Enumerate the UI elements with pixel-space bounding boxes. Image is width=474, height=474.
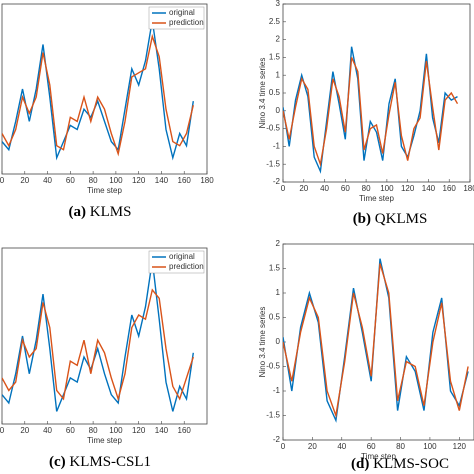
series-line <box>2 288 194 402</box>
series-group <box>2 20 194 161</box>
y-tick-label: 2.5 <box>269 17 281 26</box>
x-tick-label: 80 <box>89 426 98 435</box>
caption-label: (b) <box>353 211 371 227</box>
x-tick-label: 160 <box>178 176 192 185</box>
x-tick-label: 20 <box>20 176 29 185</box>
series-group <box>283 46 459 174</box>
x-tick-label: 0 <box>281 442 286 451</box>
chart-panel: 0 20 40 60 80 100 120 -2 -1.5 -1 -0.5 0 0.5 1 1.5 2 Time… <box>258 239 474 472</box>
legend-label: original <box>169 8 195 17</box>
x-tick-label: 20 <box>299 184 308 193</box>
y-tick-label: -1 <box>273 142 281 151</box>
y-tick-label: 2 <box>276 35 281 44</box>
x-tick-label: 40 <box>43 176 52 185</box>
x-tick-label: 120 <box>132 176 146 185</box>
y-tick-label: -1.5 <box>266 159 280 168</box>
x-tick-label: 160 <box>178 426 192 435</box>
caption: (d) KLMS-SOC <box>351 456 449 472</box>
x-tick-label: 140 <box>155 426 169 435</box>
x-tick-label: 80 <box>362 184 371 193</box>
plot-frame <box>1 3 208 175</box>
x-tick-label: 120 <box>401 184 415 193</box>
x-tick-label: 140 <box>155 176 169 185</box>
y-tick-label: 0 <box>276 106 281 115</box>
series-line <box>283 57 459 167</box>
legend-label: prediction <box>169 262 204 271</box>
y-tick-label: 1.5 <box>269 264 281 273</box>
series-line <box>2 33 194 157</box>
x-tick-label: 60 <box>66 426 75 435</box>
y-tick-label: -2 <box>273 177 281 186</box>
x-tick-label: 20 <box>308 442 317 451</box>
x-axis-label: Time step <box>87 436 122 445</box>
x-tick-label: 140 <box>422 184 436 193</box>
caption-text: QKLMS <box>375 211 428 227</box>
x-tick-label: 40 <box>337 442 346 451</box>
y-axis-label: Nino 3.4 time series <box>258 58 267 129</box>
chart-panel: 0 20 40 60 80 100 120 140 160 180 Time step origina… <box>0 3 214 220</box>
caption-text: KLMS-CSL1 <box>69 454 151 470</box>
x-tick-label: 40 <box>320 184 329 193</box>
x-axis-label: Time step <box>87 186 122 195</box>
chart-panel: 0 20 40 60 80 100 120 140 160 180 -2 -1.5 -1 -0.5 0 0.5… <box>258 0 474 227</box>
caption-label: (d) <box>351 456 369 472</box>
y-tick-label: 1.5 <box>269 53 281 62</box>
caption-text: KLMS-SOC <box>373 456 449 472</box>
x-tick-label: 0 <box>0 426 5 435</box>
x-tick-label: 80 <box>396 442 405 451</box>
x-tick-label: 60 <box>66 176 75 185</box>
x-tick-label: 60 <box>367 442 376 451</box>
x-tick-label: 100 <box>109 176 123 185</box>
caption: (c) KLMS-CSL1 <box>49 454 151 470</box>
x-tick-label: 180 <box>463 184 474 193</box>
legend-label: original <box>169 252 195 261</box>
chart-panel: 0 20 40 60 80 100 120 140 160 Time step originalpr… <box>0 247 208 470</box>
y-tick-label: -2 <box>273 435 281 444</box>
caption-label: (c) <box>49 454 66 470</box>
x-tick-label: 100 <box>109 426 123 435</box>
y-tick-label: 1 <box>276 288 281 297</box>
x-axis-label: Time step <box>361 452 396 461</box>
y-tick-label: 2 <box>276 239 281 248</box>
caption: (a) KLMS <box>69 204 132 220</box>
y-tick-label: -0.5 <box>266 362 280 371</box>
y-tick-label: 1 <box>276 70 281 79</box>
x-tick-label: 40 <box>43 426 52 435</box>
series-group <box>2 260 194 412</box>
y-axis-label: Nino 3.4 time series <box>258 307 267 378</box>
y-tick-label: 0 <box>276 337 281 346</box>
series-line <box>283 263 469 419</box>
x-tick-label: 20 <box>20 426 29 435</box>
x-tick-label: 80 <box>89 176 98 185</box>
x-tick-label: 0 <box>0 176 5 185</box>
series-group <box>283 258 469 423</box>
y-tick-label: 0.5 <box>269 88 281 97</box>
legend-label: prediction <box>169 18 204 27</box>
x-tick-label: 120 <box>132 426 146 435</box>
y-tick-label: -1 <box>273 386 281 395</box>
x-axis-label: Time step <box>359 194 394 203</box>
caption-label: (a) <box>69 204 87 220</box>
x-tick-label: 100 <box>380 184 394 193</box>
x-tick-label: 160 <box>443 184 457 193</box>
x-tick-label: 120 <box>453 442 467 451</box>
y-tick-label: -1.5 <box>266 411 280 420</box>
y-tick-label: -0.5 <box>266 124 280 133</box>
y-tick-label: 3 <box>276 0 281 8</box>
caption: (b) QKLMS <box>353 211 428 227</box>
x-tick-label: 180 <box>200 176 214 185</box>
series-line <box>2 20 194 161</box>
x-tick-label: 100 <box>423 442 437 451</box>
plot-frame <box>282 3 471 183</box>
y-tick-label: 0.5 <box>269 313 281 322</box>
x-tick-label: 60 <box>341 184 350 193</box>
caption-text: KLMS <box>90 204 132 220</box>
x-tick-label: 0 <box>281 184 286 193</box>
